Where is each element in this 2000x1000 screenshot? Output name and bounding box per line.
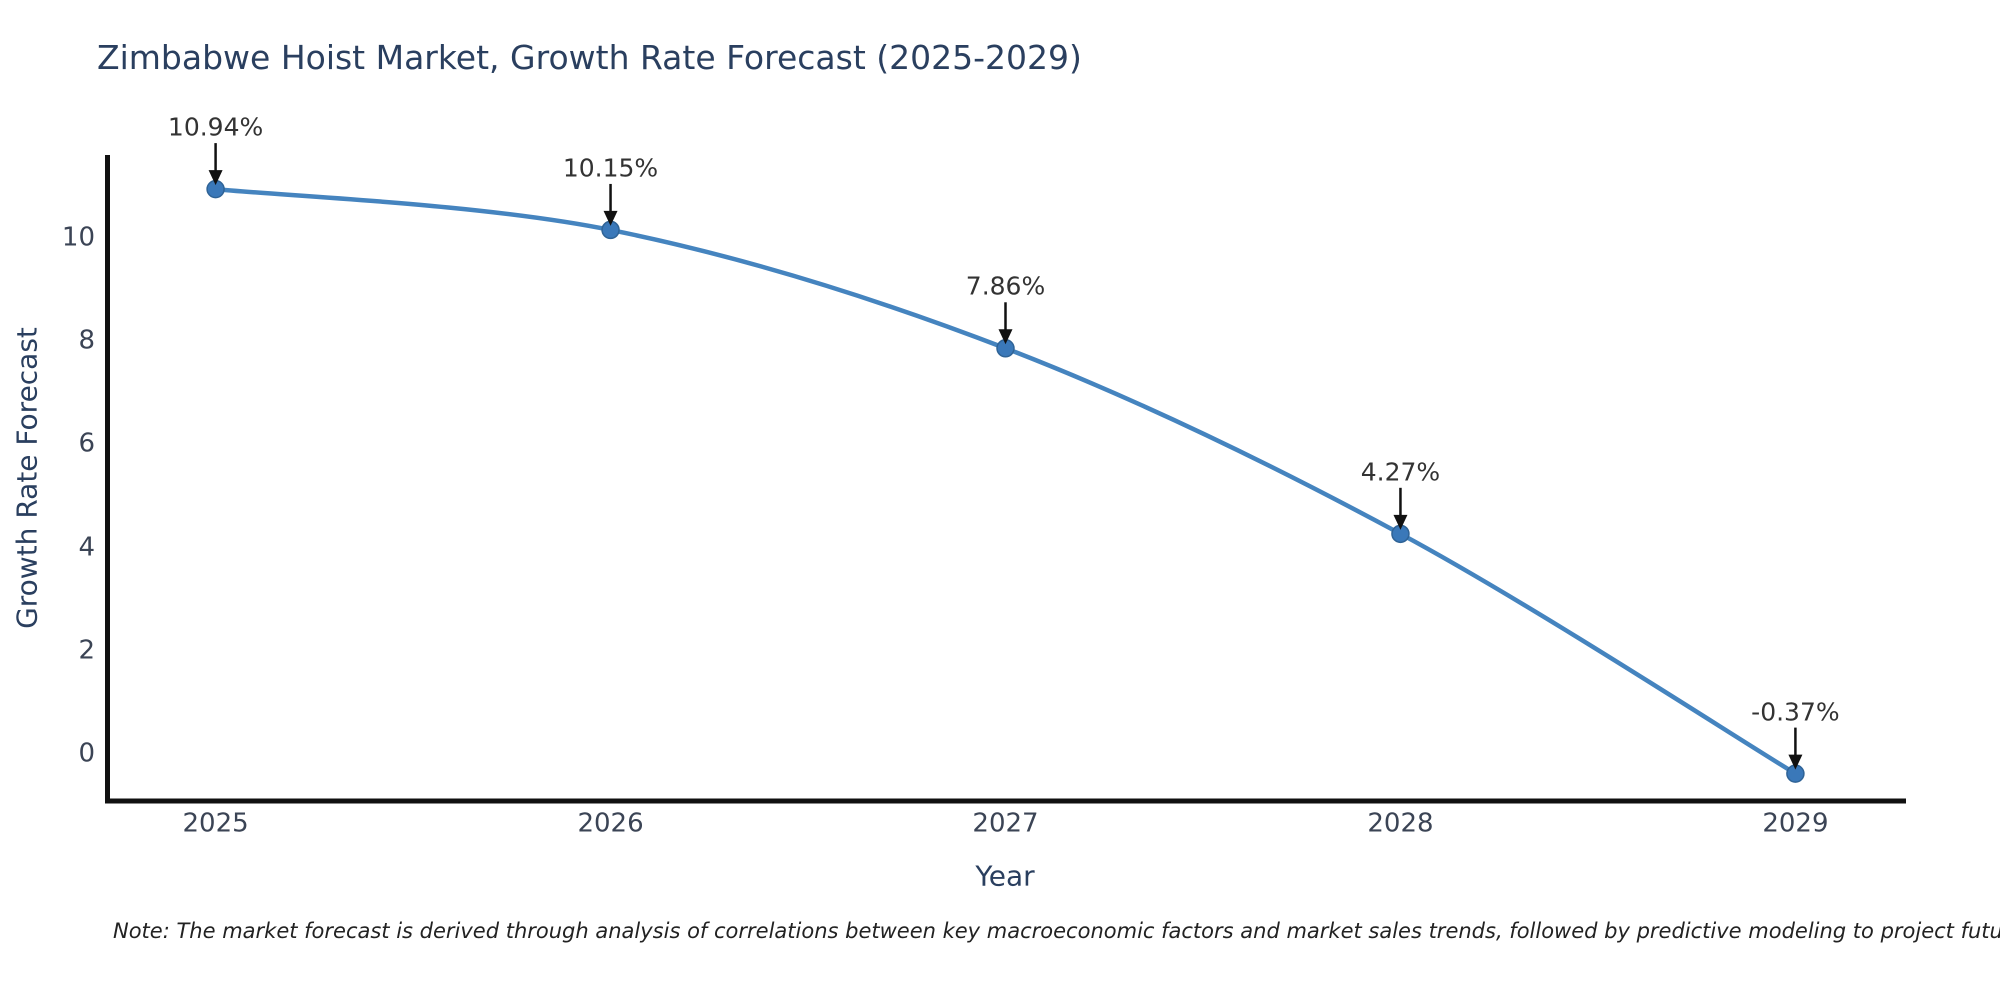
x-axis-title: Year	[975, 859, 1035, 893]
x-tick-label-2027: 2027	[972, 808, 1039, 839]
y-tick-label-4: 4	[78, 532, 95, 563]
chart-title: Zimbabwe Hoist Market, Growth Rate Forec…	[97, 38, 1082, 77]
annotation-arrowhead-icon	[603, 210, 618, 226]
point-annotation-2026: 10.15%	[562, 153, 659, 183]
y-tick-label-0: 0	[78, 739, 95, 770]
y-axis-title: Growth Rate Forecast	[10, 327, 44, 629]
annotation-arrowhead-icon	[1393, 514, 1408, 530]
point-annotation-2025: 10.94%	[167, 112, 264, 142]
point-annotation-2029: -0.37%	[1751, 696, 1840, 726]
y-tick-label-10: 10	[61, 222, 95, 253]
y-tick-label-8: 8	[78, 325, 95, 356]
point-annotation-2027: 7.86%	[965, 271, 1046, 301]
y-tick-label-2: 2	[78, 635, 95, 666]
y-tick-label-6: 6	[78, 429, 95, 460]
annotation-arrowhead-icon	[208, 170, 223, 186]
x-tick-label-2028: 2028	[1367, 808, 1434, 839]
footnote: Note: The market forecast is derived thr…	[113, 919, 2000, 943]
x-tick-label-2026: 2026	[577, 808, 644, 839]
x-tick-label-2025: 2025	[182, 808, 249, 839]
annotation-arrowhead-icon	[998, 329, 1013, 345]
point-annotation-2028: 4.27%	[1360, 457, 1441, 487]
annotation-arrowhead-icon	[1788, 754, 1803, 770]
x-tick-label-2029: 2029	[1762, 808, 1829, 839]
